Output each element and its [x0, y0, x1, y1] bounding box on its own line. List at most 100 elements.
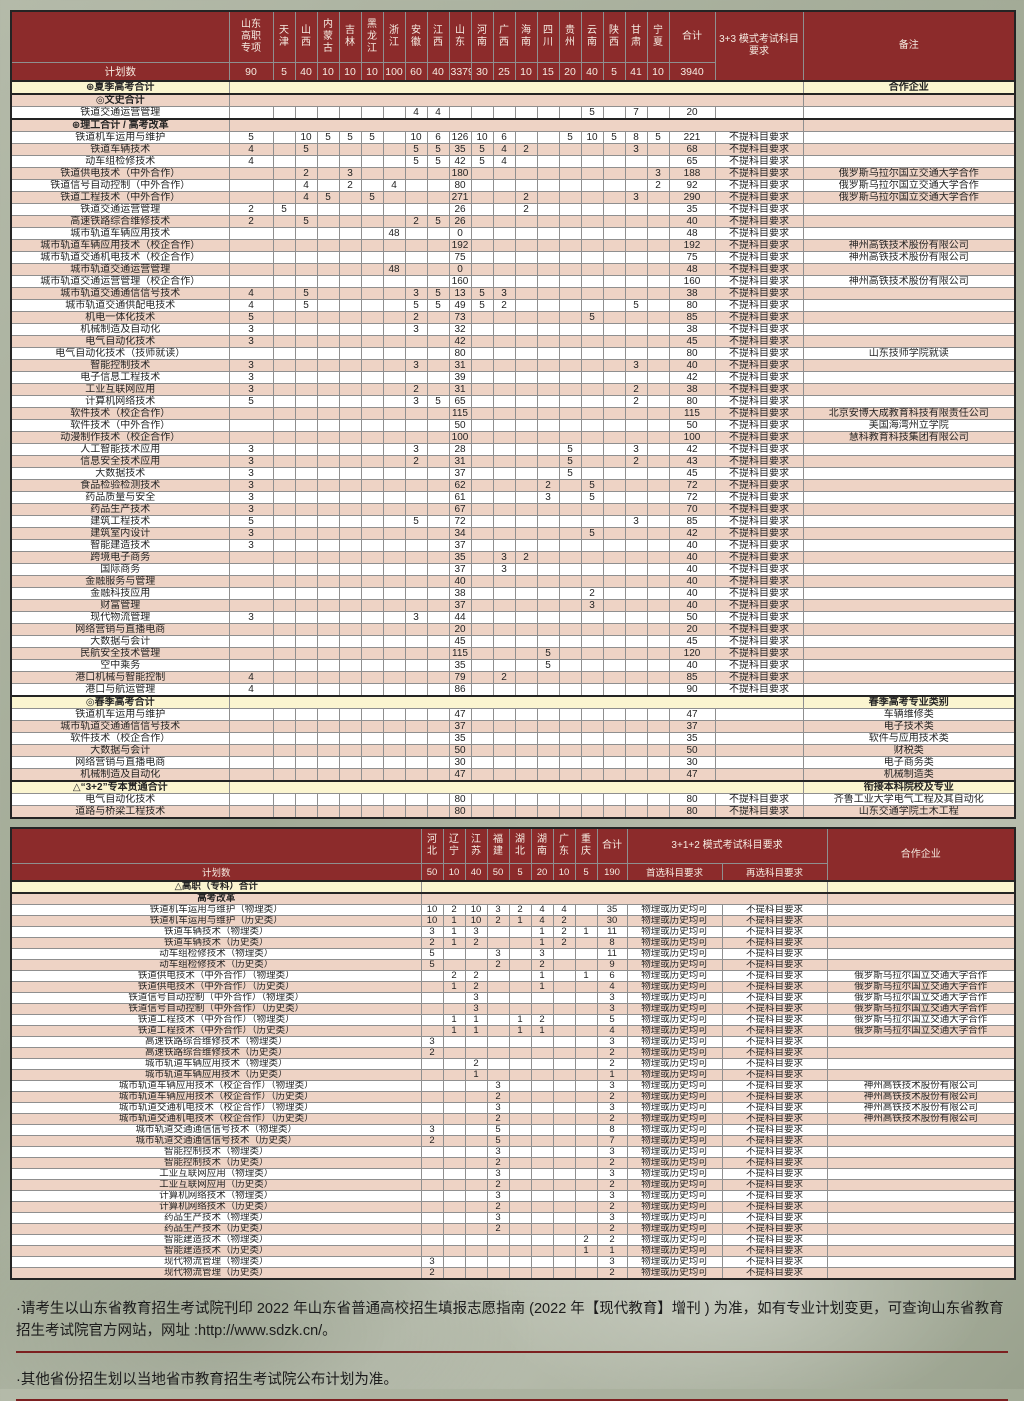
province-value-cell — [464, 1256, 488, 1268]
major-name-cell: 道路与桥梁工程技术 — [10, 805, 230, 819]
row-total-cell: 3 — [596, 1080, 628, 1092]
province-value-cell — [272, 143, 296, 156]
province-value-cell — [338, 191, 362, 204]
remark-cell — [802, 671, 1016, 684]
province-value-cell — [624, 539, 648, 552]
requirement-cell: 不提科目要求 — [714, 515, 804, 528]
province-value-cell — [624, 659, 648, 672]
requirement-cell: 不提科目要求 — [714, 503, 804, 516]
plan-row: 建筑工程技术 5 5 72 3 85 不提科目要求 — [10, 515, 1016, 528]
province-value-cell — [470, 611, 494, 624]
province-value-cell — [492, 756, 516, 769]
row-total-cell: 48 — [668, 227, 716, 240]
province-value-cell — [338, 805, 362, 819]
province-value-cell — [272, 239, 296, 252]
province-value-cell: 1 — [442, 1014, 466, 1026]
province-value-cell — [646, 683, 670, 697]
province-value-cell — [316, 203, 340, 216]
province-value-cell — [580, 611, 604, 624]
requirement-cell: 不提科目要求 — [714, 683, 804, 697]
province-value-cell — [360, 491, 384, 504]
province-value-cell — [508, 981, 532, 993]
requirement-cell — [714, 768, 804, 782]
remark-cell — [802, 106, 1016, 120]
row-total-cell: 3 — [596, 1102, 628, 1114]
province-value-cell: 1 — [530, 926, 554, 938]
province-value-cell: 5 — [316, 131, 340, 144]
province-value-cell — [580, 575, 604, 588]
province-value-cell: 80 — [448, 179, 472, 192]
province-value-cell — [382, 395, 406, 408]
province-value-cell — [316, 744, 340, 757]
row-total-cell: 85 — [668, 515, 716, 528]
province-value-cell — [536, 720, 560, 733]
remark-cell: 机械制造类 — [802, 768, 1016, 782]
province-value-cell — [514, 251, 538, 264]
province-value-cell — [294, 768, 318, 782]
plan-row: 铁道工程技术（中外合作）（物理类） 1 1 1 2 5 物理或历史均可 不提科目要求 俄罗斯乌拉… — [10, 1014, 1016, 1026]
province-value-cell — [228, 708, 274, 721]
province-value-cell — [360, 563, 384, 576]
plan-grand-total-cell: 3940 — [668, 62, 716, 82]
province-value-cell — [294, 383, 318, 396]
province-value-cell — [360, 744, 384, 757]
new-gaokao-312-plan-table: 河 北辽 宁江 苏福 建湖 北湖 南广 东重 庆合计 3+1+2 模式考试科目要求… — [10, 827, 1016, 1280]
plan-count-cell: 5 — [602, 62, 626, 82]
row-total-cell: 192 — [668, 239, 716, 252]
plan-row: 铁道车辆技术 4 5 5 5 35 5 4 2 3 68 不提科目要求 — [10, 143, 1016, 156]
first-subject-cell: 物理或历史均可 — [626, 904, 723, 916]
province-value-cell — [624, 491, 648, 504]
province-value-cell — [338, 491, 362, 504]
province-value-cell: 2 — [486, 1179, 510, 1191]
province-value-cell — [228, 793, 274, 806]
province-value-cell — [624, 647, 648, 660]
province-value-cell — [272, 371, 296, 384]
province-value-cell: 45 — [448, 635, 472, 648]
province-value-cell — [360, 647, 384, 660]
province-value-cell: 3 — [464, 1003, 488, 1015]
section-span-cell — [420, 892, 828, 905]
province-value-cell — [470, 455, 494, 468]
province-value-cell — [382, 623, 406, 636]
province-value-cell — [272, 263, 296, 276]
province-header: 湖 北 — [508, 827, 532, 864]
province-value-cell — [574, 981, 598, 993]
province-value-cell — [426, 311, 450, 324]
province-value-cell: 1 — [464, 1069, 488, 1081]
row-total-cell: 11 — [596, 926, 628, 938]
row-total-cell: 47 — [668, 768, 716, 782]
row-total-cell: 3 — [596, 992, 628, 1004]
province-value-cell — [508, 1179, 532, 1191]
province-value-cell — [646, 191, 670, 204]
first-subject-cell: 物理或历史均可 — [626, 1113, 723, 1125]
province-value-cell — [492, 491, 516, 504]
remark-cell: 慧科教育科技集团有限公司 — [802, 431, 1016, 444]
province-value-cell — [316, 359, 340, 372]
province-value-cell — [360, 443, 384, 456]
province-value-cell — [464, 1245, 488, 1257]
province-value-cell — [536, 635, 560, 648]
province-value-cell — [558, 805, 582, 819]
province-value-cell — [272, 275, 296, 288]
province-value-cell — [580, 359, 604, 372]
province-value-cell — [442, 948, 466, 960]
province-value-cell — [558, 527, 582, 540]
province-header: 江 西 — [426, 10, 450, 63]
major-name-cell: 药品生产技术（历史类） — [10, 1223, 422, 1235]
province-value-cell — [646, 467, 670, 480]
province-value-cell — [574, 1069, 598, 1081]
province-value-cell: 37 — [448, 720, 472, 733]
province-value-cell: 5 — [228, 395, 274, 408]
first-subject-cell: 物理或历史均可 — [626, 1025, 723, 1037]
plan-row: 计算机网络技术 5 3 5 65 2 80 不提科目要求 — [10, 395, 1016, 408]
row-total-cell: 40 — [668, 551, 716, 564]
plan-row: 智能建造技术（历史类） 1 1 物理或历史均可 不提科目要求 — [10, 1245, 1016, 1257]
province-value-cell — [514, 563, 538, 576]
province-value-cell — [426, 551, 450, 564]
plan-row: 药品生产技术（历史类） 2 2 物理或历史均可 不提科目要求 — [10, 1223, 1016, 1235]
province-value-cell: 35 — [448, 732, 472, 745]
province-value-cell — [530, 1267, 554, 1280]
second-subject-cell: 不提科目要求 — [721, 1113, 828, 1125]
province-value-cell — [382, 467, 406, 480]
province-value-cell: 2 — [442, 904, 466, 916]
